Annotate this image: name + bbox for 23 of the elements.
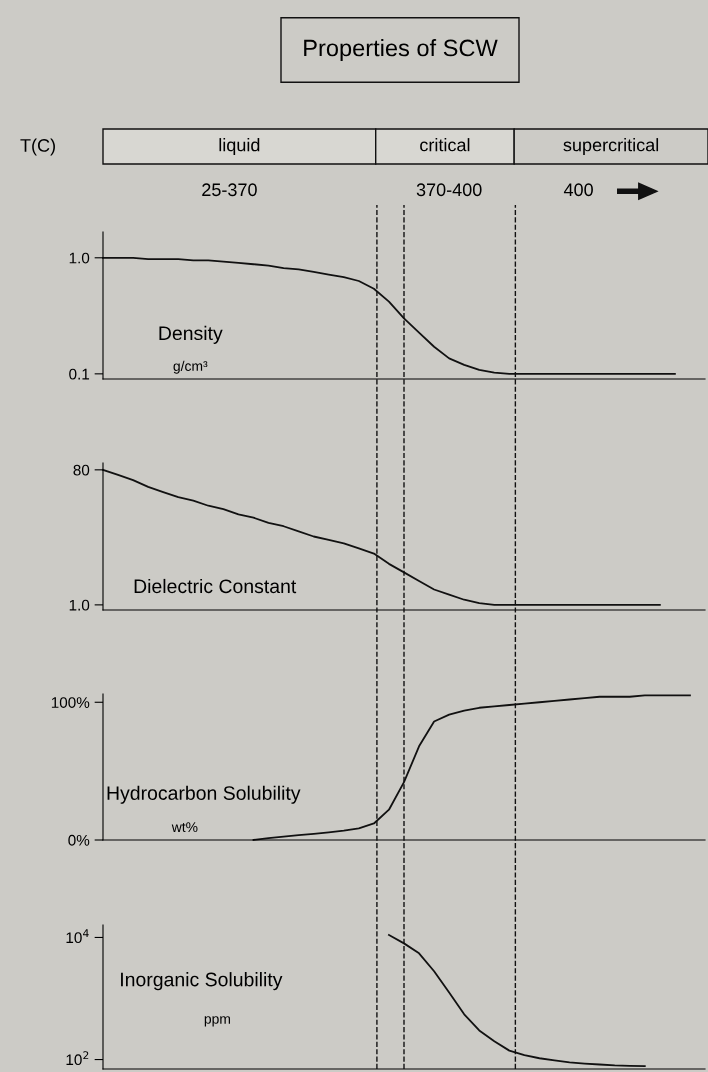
annotation: ppm <box>204 1016 230 1027</box>
y-tick-label: 10$^{4}$ <box>66 929 89 944</box>
y-tick-label: 80 <box>73 464 90 476</box>
category-label: critical <box>420 138 470 152</box>
y-tick-label: 0% <box>68 834 90 846</box>
text: T(C) <box>20 138 55 156</box>
y-axis-title: Inorganic Solubility <box>121 972 283 991</box>
y-tick-label: 0.1 <box>69 368 90 380</box>
category-label: liquid <box>219 138 260 155</box>
y-tick-label: 100% <box>51 697 90 708</box>
y-axis-title: Density <box>159 325 223 344</box>
annotation: wt% <box>171 822 198 833</box>
y-tick-label: 10$^{2}$ <box>66 1051 89 1066</box>
text: Properties of SCW <box>304 39 498 61</box>
category-label: supercritical <box>563 138 659 155</box>
annotation: g/cm³ <box>173 360 208 374</box>
y-tick-label: 1.0 <box>69 252 90 264</box>
text: 370-400 <box>416 183 482 197</box>
text: 400 <box>563 183 593 197</box>
y-axis-title: Hydrocarbon Solubility <box>107 785 301 804</box>
y-tick-label: 1.0 <box>69 599 90 611</box>
y-axis-title: Dielectric Constant <box>134 578 297 594</box>
text: 25-370 <box>202 183 257 197</box>
